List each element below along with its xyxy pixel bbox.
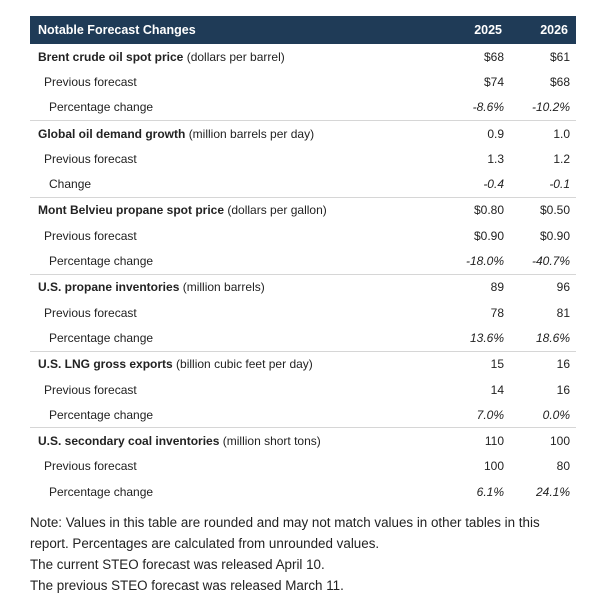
- metric-label: U.S. propane inventories (million barrel…: [30, 273, 400, 300]
- metric-unit: (million barrels): [182, 280, 265, 295]
- change-value-2025: 13.6%: [469, 330, 504, 345]
- previous-value-2026: $0.90: [539, 228, 570, 243]
- metric-label: Brent crude oil spot price (dollars per …: [30, 44, 400, 69]
- previous-value-2026: 16: [556, 382, 570, 397]
- previous-forecast-row: Previous forecast $74 $68: [30, 69, 576, 94]
- change-value-2026: 18.6%: [535, 330, 570, 345]
- change-value-2026: 24.1%: [535, 484, 570, 499]
- metric-label: Mont Belvieu propane spot price (dollars…: [30, 196, 400, 224]
- change-value-2025: -18.0%: [465, 254, 504, 269]
- change-label: Change: [49, 177, 92, 192]
- metric-name: Brent crude oil spot price: [38, 49, 184, 64]
- table-header-row: Notable Forecast Changes 2025 2026: [30, 16, 576, 44]
- previous-value-2026: 80: [556, 459, 570, 474]
- value-2026: 96: [510, 273, 576, 300]
- change-label: Percentage change: [49, 254, 154, 269]
- metric-row: U.S. propane inventories (million barrel…: [30, 273, 576, 300]
- metric-label: U.S. LNG gross exports (billion cubic fe…: [30, 350, 400, 377]
- note-current-release: The current STEO forecast was released A…: [30, 557, 325, 573]
- value-2025: $0.80: [400, 196, 510, 224]
- metric-unit: (million barrels per day): [188, 126, 315, 141]
- metric-row: U.S. LNG gross exports (billion cubic fe…: [30, 350, 576, 377]
- change-label: Percentage change: [49, 484, 154, 499]
- previous-forecast-row: Previous forecast $0.90 $0.90: [30, 223, 576, 248]
- change-value-2025: 6.1%: [476, 484, 504, 499]
- previous-value-2026: 1.2: [553, 151, 570, 166]
- note-previous-release: The previous STEO forecast was released …: [30, 578, 344, 594]
- value-2026: 100: [510, 427, 576, 454]
- metric-row: Brent crude oil spot price (dollars per …: [30, 44, 576, 69]
- note-rounding: Note: Values in this table are rounded a…: [30, 515, 540, 552]
- value-2026: $61: [549, 49, 570, 64]
- previous-forecast-label: Previous forecast: [44, 74, 137, 89]
- footnotes: Note: Values in this table are rounded a…: [30, 512, 570, 596]
- change-value-2026: -40.7%: [531, 254, 570, 269]
- metric-name: Mont Belvieu propane spot price: [38, 203, 225, 218]
- metric-name: Global oil demand growth: [38, 126, 186, 141]
- metric-name: U.S. LNG gross exports: [38, 357, 173, 372]
- value-2026: 1.0: [510, 119, 576, 147]
- previous-forecast-label: Previous forecast: [44, 305, 137, 320]
- value-2025: 110: [400, 427, 510, 454]
- previous-forecast-row: Previous forecast 100 80: [30, 454, 576, 479]
- change-row: Percentage change -8.6% -10.2%: [30, 95, 576, 121]
- metric-label: Global oil demand growth (million barrel…: [30, 119, 400, 147]
- metric-unit: (dollars per barrel): [186, 49, 285, 64]
- previous-forecast-label: Previous forecast: [44, 151, 137, 166]
- previous-forecast-label: Previous forecast: [44, 459, 137, 474]
- metric-name: U.S. propane inventories: [38, 280, 180, 295]
- previous-forecast-label: Previous forecast: [44, 228, 137, 243]
- value-2025: 89: [400, 273, 510, 300]
- forecast-changes-table: Notable Forecast Changes 2025 2026 Brent…: [30, 16, 576, 504]
- previous-value-2025: $74: [483, 74, 504, 89]
- previous-value-2025: 1.3: [487, 151, 504, 166]
- metric-row: Mont Belvieu propane spot price (dollars…: [30, 196, 576, 224]
- metric-label: U.S. secondary coal inventories (million…: [30, 427, 400, 454]
- change-value-2025: -8.6%: [472, 100, 504, 115]
- forecast-table-container: Notable Forecast Changes 2025 2026 Brent…: [30, 16, 576, 596]
- change-label: Percentage change: [49, 100, 154, 115]
- change-row: Percentage change 13.6% 18.6%: [30, 325, 576, 351]
- change-row: Change -0.4 -0.1: [30, 171, 576, 197]
- change-label: Percentage change: [49, 330, 154, 345]
- metric-unit: (dollars per gallon): [227, 203, 327, 218]
- metric-name: U.S. secondary coal inventories: [38, 434, 220, 449]
- change-value-2026: -10.2%: [531, 100, 570, 115]
- value-2026: $0.50: [510, 196, 576, 224]
- column-header-2025: 2025: [400, 16, 510, 44]
- previous-value-2026: $68: [549, 74, 570, 89]
- change-row: Percentage change -18.0% -40.7%: [30, 248, 576, 274]
- change-row: Percentage change 7.0% 0.0%: [30, 402, 576, 428]
- value-2025: 15: [400, 350, 510, 377]
- change-value-2025: 7.0%: [476, 407, 504, 422]
- metric-row: Global oil demand growth (million barrel…: [30, 119, 576, 147]
- value-2025: 0.9: [400, 119, 510, 147]
- table-title: Notable Forecast Changes: [30, 16, 400, 44]
- change-value-2026: -0.1: [549, 177, 570, 192]
- column-header-2026: 2026: [510, 16, 576, 44]
- change-label: Percentage change: [49, 407, 154, 422]
- metric-row: U.S. secondary coal inventories (million…: [30, 427, 576, 454]
- metric-unit: (million short tons): [222, 434, 321, 449]
- previous-value-2025: $0.90: [473, 228, 504, 243]
- change-row: Percentage change 6.1% 24.1%: [30, 479, 576, 504]
- metric-unit: (billion cubic feet per day): [176, 357, 313, 372]
- previous-forecast-label: Previous forecast: [44, 382, 137, 397]
- previous-value-2025: 100: [483, 459, 504, 474]
- table-body: Brent crude oil spot price (dollars per …: [30, 44, 576, 504]
- previous-value-2025: 78: [490, 305, 504, 320]
- value-2026: 16: [510, 350, 576, 377]
- value-2025: $68: [483, 49, 504, 64]
- previous-forecast-row: Previous forecast 1.3 1.2: [30, 146, 576, 171]
- change-value-2026: 0.0%: [542, 407, 570, 422]
- previous-value-2026: 81: [556, 305, 570, 320]
- previous-value-2025: 14: [490, 382, 504, 397]
- previous-forecast-row: Previous forecast 78 81: [30, 300, 576, 325]
- previous-forecast-row: Previous forecast 14 16: [30, 377, 576, 402]
- change-value-2025: -0.4: [483, 177, 504, 192]
